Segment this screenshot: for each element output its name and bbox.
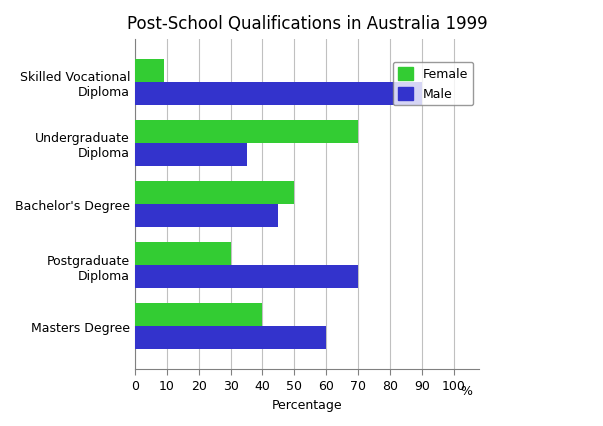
Bar xyxy=(135,181,294,204)
Bar xyxy=(135,60,163,83)
Text: %: % xyxy=(460,384,472,397)
Legend: Female, Male: Female, Male xyxy=(393,63,473,106)
Bar xyxy=(135,326,326,350)
Bar xyxy=(135,83,422,106)
X-axis label: Percentage: Percentage xyxy=(272,398,343,411)
Bar xyxy=(135,242,230,265)
Bar xyxy=(135,204,279,228)
Title: Post-School Qualifications in Australia 1999: Post-School Qualifications in Australia … xyxy=(127,15,487,33)
Bar xyxy=(135,121,358,144)
Bar xyxy=(135,265,358,289)
Bar xyxy=(135,144,247,167)
Bar xyxy=(135,303,262,326)
